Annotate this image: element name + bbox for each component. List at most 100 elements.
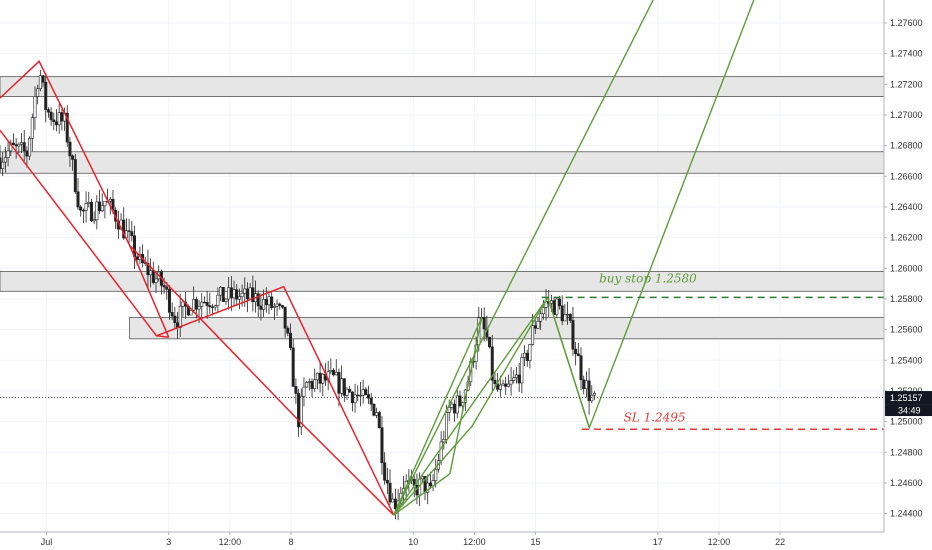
zigzag-line [0, 60, 131, 246]
candle [442, 430, 446, 450]
candle-body [14, 144, 18, 147]
candle-body [307, 381, 311, 383]
candle-body [294, 386, 298, 394]
time-axis-ticks: Jul 3 12:00 8 10 12:00 15 17 12:00 22 [41, 532, 785, 547]
candle-body [211, 306, 215, 308]
candle-body [103, 200, 107, 207]
candle [73, 153, 77, 194]
candle-body [181, 301, 185, 307]
candle-body [221, 287, 225, 302]
harmonic-line [393, 317, 483, 516]
candle-body [493, 379, 497, 385]
candle-body [248, 287, 252, 300]
candle-body [549, 300, 553, 304]
candle [170, 302, 174, 321]
candle-body [557, 298, 561, 307]
candle-body [587, 380, 591, 402]
candle-body [46, 109, 50, 113]
price-axis-ticks: 1.27600 1.27400 1.27200 1.27000 1.26800 1.266… [884, 18, 923, 519]
candle-body [434, 468, 438, 481]
candle [434, 458, 438, 488]
candle-body [170, 312, 174, 317]
candle-body [162, 285, 166, 288]
candle-body [377, 412, 381, 429]
candle-body [54, 121, 58, 126]
y-tick-label: 1.25200 [890, 386, 923, 396]
countdown-badge-bg [885, 404, 932, 417]
y-tick-label: 1.26600 [890, 171, 923, 181]
candle-body [79, 206, 83, 211]
candle [490, 335, 494, 393]
candle-body [391, 498, 395, 503]
candle-body [358, 394, 362, 397]
candle-body [194, 299, 198, 310]
candle [313, 368, 317, 392]
candle [506, 374, 510, 388]
candle-body [87, 202, 91, 204]
candle-body [506, 383, 510, 387]
price-axis-background [884, 0, 932, 550]
candle-body [455, 395, 459, 414]
candle-body [563, 314, 567, 322]
zone-rect [0, 151, 885, 174]
candle [270, 291, 274, 311]
candle-body [275, 303, 279, 307]
candle [103, 200, 107, 219]
candle-body [447, 407, 451, 413]
harmonic-line [393, 0, 654, 516]
candle-body [232, 289, 236, 299]
zone-rect [0, 270, 885, 292]
candle [590, 385, 594, 403]
candle [377, 410, 381, 429]
candle-body [11, 142, 15, 145]
candle [555, 297, 559, 318]
candle-body [154, 278, 158, 283]
candle-body [41, 75, 45, 83]
candle-body [504, 383, 508, 387]
candle [84, 191, 88, 223]
candle [167, 285, 171, 320]
candle [289, 323, 293, 351]
candle-body [38, 75, 42, 89]
candle-body [68, 141, 72, 157]
green-harmonic [393, 0, 755, 516]
candle [592, 391, 596, 400]
candle-body [375, 412, 379, 416]
candle-body [388, 482, 392, 503]
candle-body [272, 306, 276, 308]
candle [146, 249, 150, 289]
candle-body [291, 347, 295, 387]
candle-body [313, 379, 317, 389]
candle-body [208, 305, 212, 308]
candle [385, 467, 389, 495]
y-tick-label: 1.27400 [890, 49, 923, 59]
candle-body [509, 380, 513, 385]
candle-body [445, 412, 449, 440]
candle [6, 141, 10, 167]
candle-body [528, 344, 532, 361]
candle-body [426, 482, 430, 493]
candle [235, 284, 239, 307]
candle-body [197, 306, 201, 310]
candle [92, 211, 96, 225]
candle [1, 152, 5, 176]
candle-body [332, 369, 336, 376]
candle-body [560, 305, 564, 322]
candle [71, 154, 75, 171]
y-tick-label: 1.24800 [890, 447, 923, 457]
candle [372, 403, 376, 417]
candle-body [353, 394, 357, 404]
candle-body [189, 310, 193, 316]
candle-body [200, 301, 204, 307]
candle-body [364, 389, 368, 395]
y-tick-label: 1.27000 [890, 110, 923, 120]
y-tick-label: 1.24600 [890, 478, 923, 488]
candle-body [525, 352, 529, 361]
candle [369, 392, 373, 411]
candle-body [151, 270, 155, 283]
candle-body [428, 482, 432, 487]
y-tick-label: 1.25800 [890, 294, 923, 304]
candle-body [315, 372, 319, 381]
candle-body [289, 332, 293, 349]
